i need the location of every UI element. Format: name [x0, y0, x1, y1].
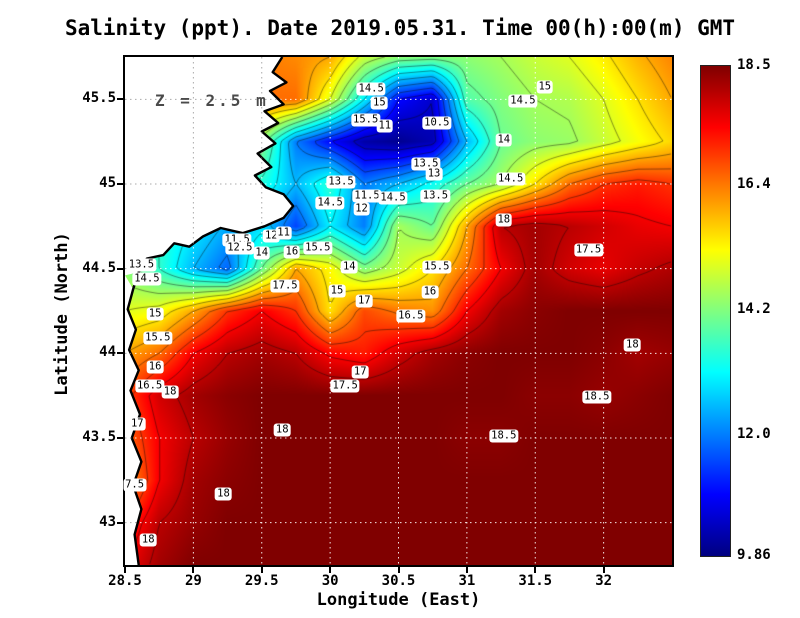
y-tick-label: 43	[99, 513, 116, 530]
y-tick-mark	[117, 267, 123, 270]
x-tick-label: 31.5	[518, 573, 553, 589]
y-tick-mark	[117, 352, 123, 355]
colorbar	[700, 65, 731, 557]
x-axis-label: Longitude (East)	[316, 590, 481, 610]
x-tick-label: 29.5	[244, 573, 279, 589]
x-tick-mark	[329, 567, 332, 573]
y-tick-label: 45.5	[82, 90, 116, 107]
x-tick-mark	[397, 567, 400, 573]
x-tick-label: 28.5	[108, 573, 142, 589]
x-tick-label: 30.5	[381, 573, 416, 589]
depth-annotation: Z = 2.5 m	[155, 91, 269, 110]
colorbar-label: 16.4	[737, 176, 771, 193]
plot-area: 14.5 15 15 14.5 15.5 11 10.5 14 13.5 13 13.5 14.5 11…	[123, 55, 674, 567]
x-tick-label: 32	[595, 573, 613, 589]
x-tick-label: 30	[321, 573, 339, 589]
colorbar-label: 12.0	[737, 425, 771, 442]
x-tick-label: 29	[184, 573, 202, 589]
colorbar-label: 9.86	[737, 547, 771, 563]
y-tick-label: 44	[99, 344, 116, 361]
y-tick-mark	[117, 521, 123, 524]
y-tick-mark	[117, 437, 123, 439]
y-tick-label: 45	[99, 175, 116, 191]
map-overlay	[125, 57, 672, 565]
x-tick-mark	[465, 567, 468, 573]
colorbar-label: 14.2	[737, 300, 771, 317]
x-tick-mark	[192, 567, 195, 573]
x-tick-mark	[534, 567, 537, 573]
x-tick-mark	[602, 567, 605, 573]
land-area	[125, 57, 294, 276]
y-tick-mark	[117, 183, 123, 185]
y-tick-label: 43.5	[82, 429, 116, 445]
y-tick-mark	[117, 98, 123, 101]
colorbar-label: 18.5	[737, 57, 771, 73]
y-axis-label: Latitude (North)	[52, 232, 72, 396]
y-tick-label: 44.5	[82, 259, 116, 276]
chart-title: Salinity (ppt). Date 2019.05.31. Time 00…	[64, 16, 736, 40]
x-tick-mark	[260, 567, 263, 573]
coastline	[126, 57, 295, 565]
x-tick-mark	[124, 567, 126, 573]
x-tick-label: 31	[458, 573, 476, 589]
